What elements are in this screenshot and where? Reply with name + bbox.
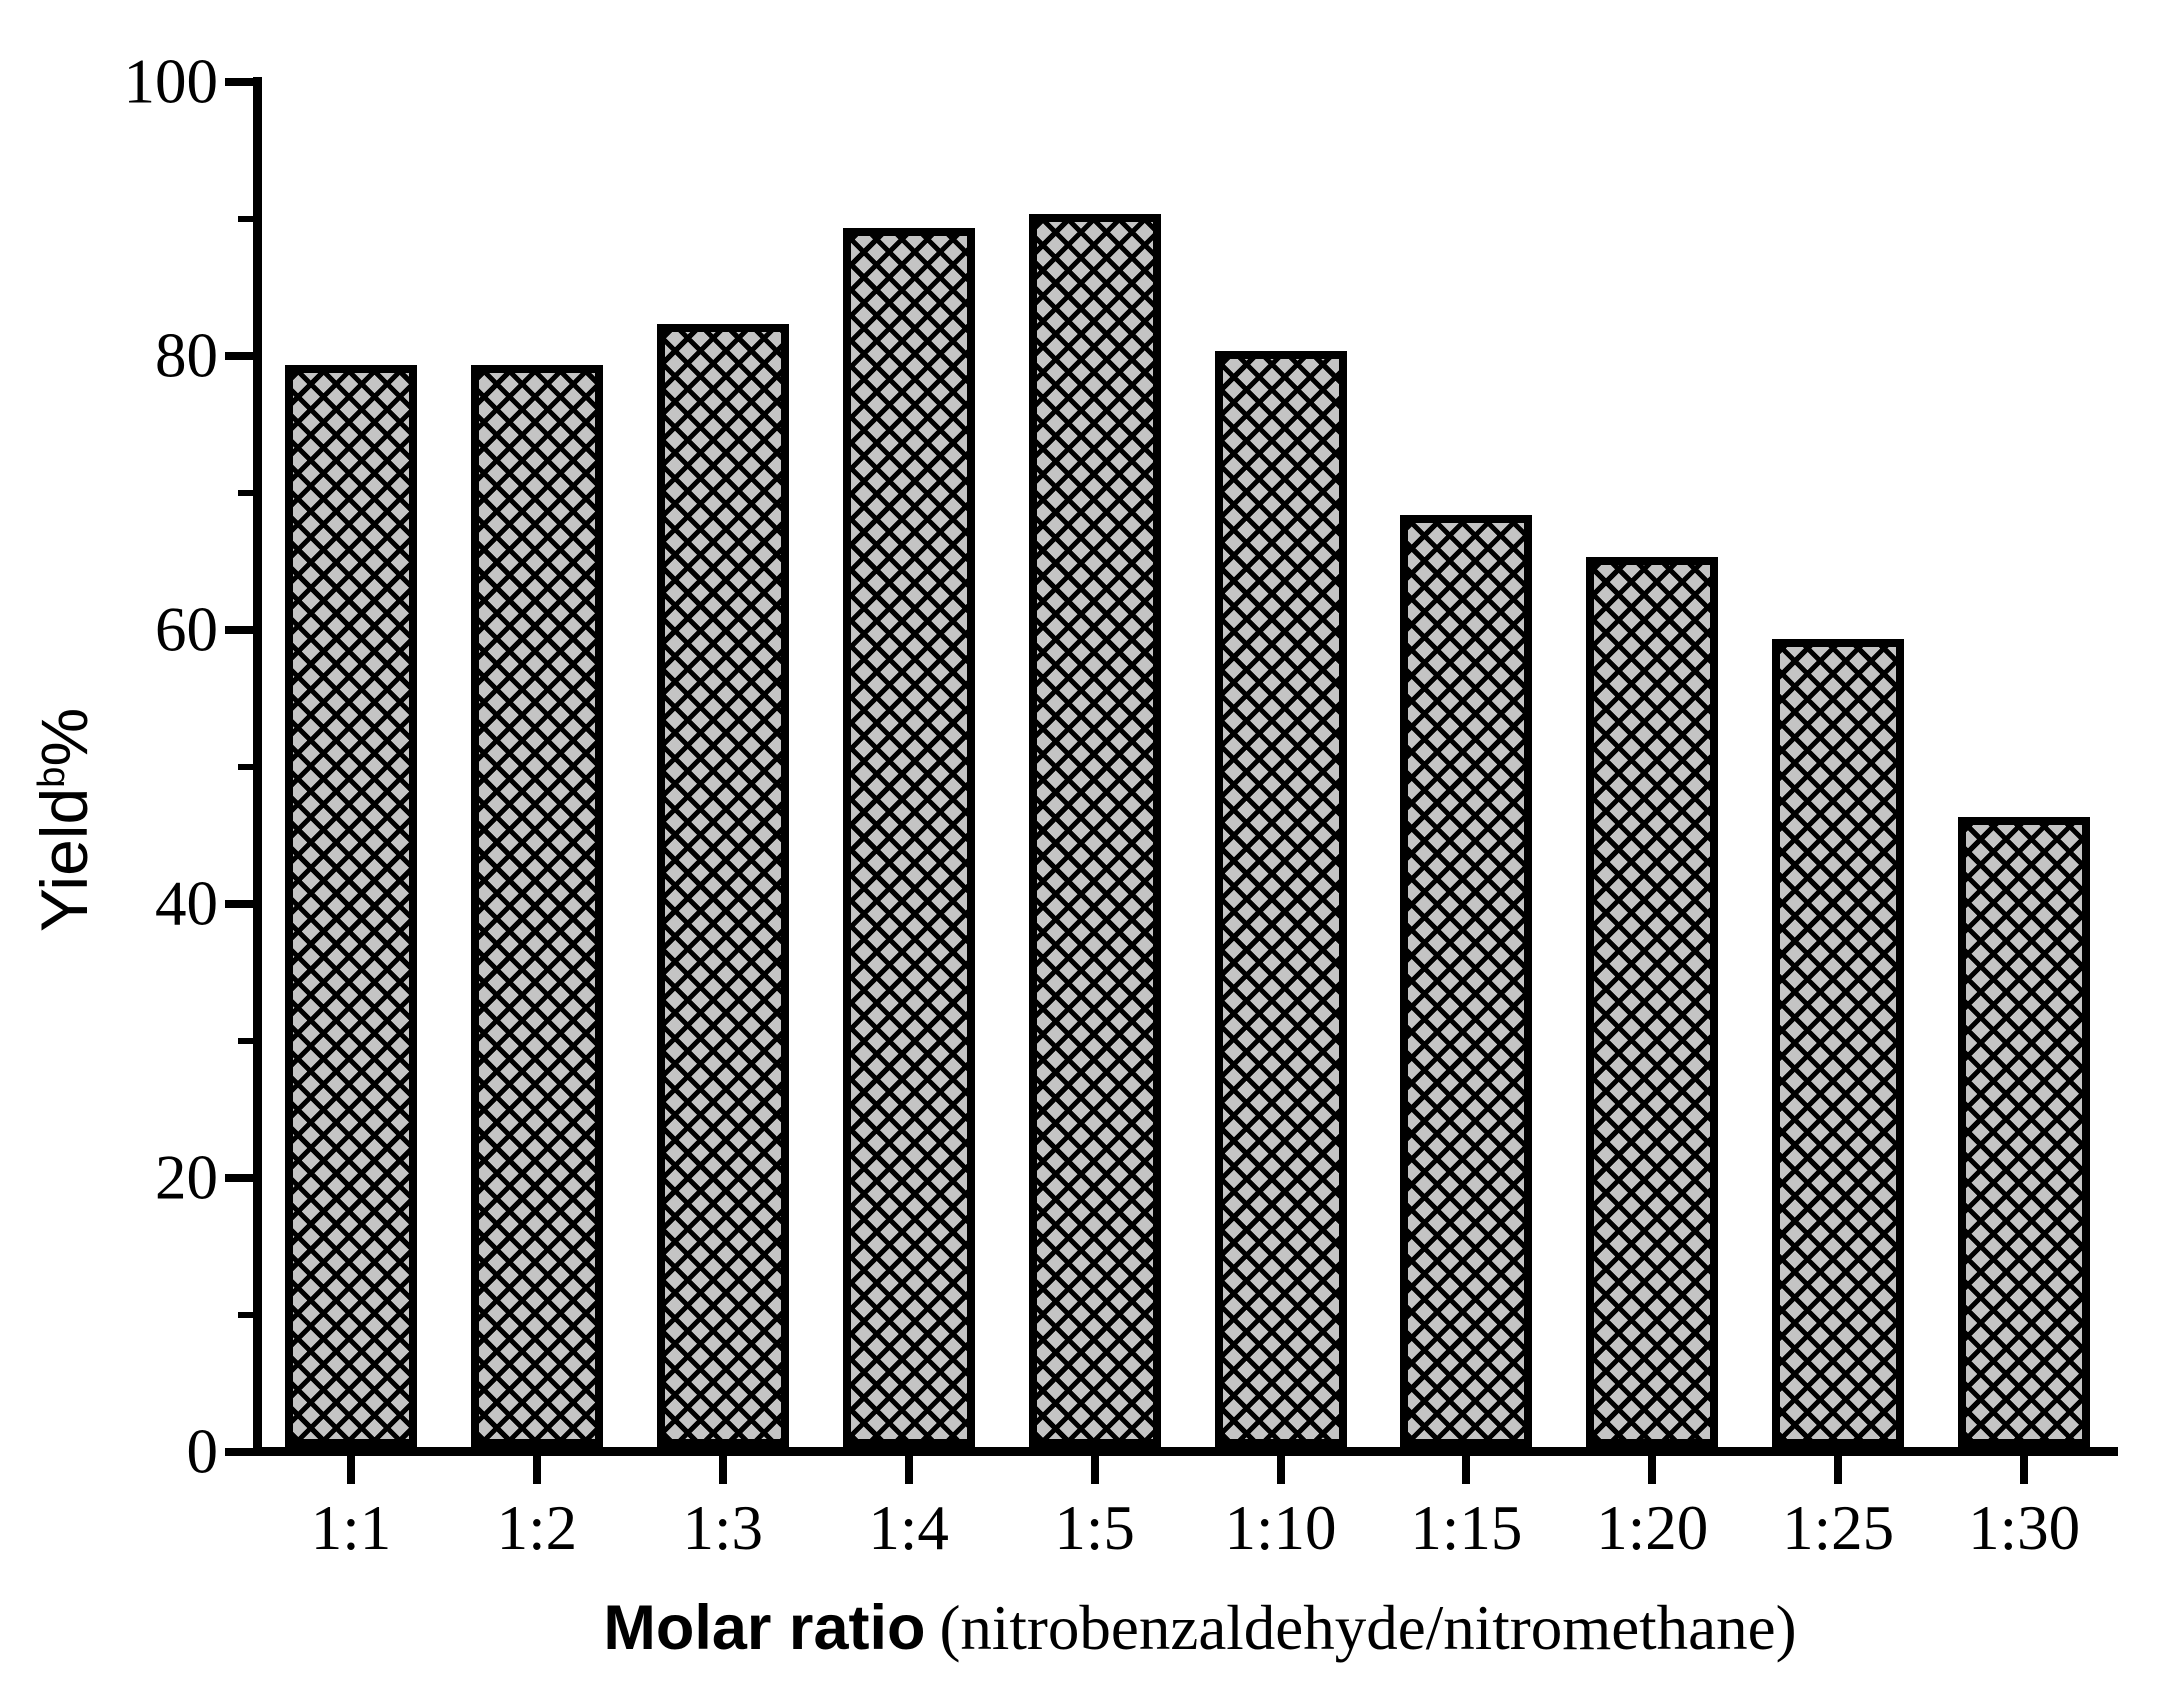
bar-1-2: [470, 364, 603, 1447]
bar-1-10: [1214, 351, 1347, 1447]
x-tick-label: 1:4: [868, 1493, 949, 1563]
x-axis-title-normal: (nitrobenzaldehyde/nitromethane): [939, 1593, 1797, 1663]
y-tick-label: 40: [155, 868, 218, 938]
bar-1-3: [656, 323, 789, 1447]
y-tick-label: 60: [155, 594, 218, 664]
x-tick: [532, 1456, 541, 1484]
x-tick-label: 1:30: [1968, 1493, 2081, 1563]
y-major-tick: [225, 1447, 253, 1456]
y-major-tick: [225, 899, 253, 908]
x-axis-title-bold: Molar ratio: [603, 1593, 926, 1663]
y-major-tick: [225, 351, 253, 360]
x-tick-label: 1:15: [1410, 1493, 1523, 1563]
x-tick-label: 1:10: [1224, 1493, 1337, 1563]
x-tick-label: 1:1: [310, 1493, 392, 1563]
x-tick: [347, 1456, 355, 1484]
x-tick: [718, 1456, 727, 1484]
y-tick-label: 100: [123, 46, 219, 116]
y-major-tick: [225, 77, 253, 86]
x-tick: [1090, 1456, 1099, 1484]
y-tick-label: 0: [186, 1416, 219, 1486]
y-tick-label: 80: [155, 320, 218, 390]
y-minor-tick: [238, 1037, 253, 1044]
y-axis-title: Yieldb%: [27, 708, 101, 932]
x-tick: [2020, 1456, 2029, 1484]
y-tick-label: 20: [155, 1142, 218, 1212]
y-axis-title-superscript: b: [30, 766, 73, 788]
x-tick: [1648, 1456, 1657, 1484]
x-tick: [1834, 1456, 1843, 1484]
y-axis-line: [253, 77, 262, 1456]
x-tick-label: 1:20: [1596, 1493, 1709, 1563]
y-major-tick: [225, 625, 253, 634]
bar-1-5: [1028, 214, 1161, 1447]
x-tick-label: 1:2: [496, 1493, 578, 1563]
bar-1-1: [285, 364, 417, 1447]
y-minor-tick: [238, 1311, 253, 1318]
y-minor-tick: [238, 215, 253, 222]
x-tick-label: 1:25: [1782, 1493, 1895, 1563]
x-axis-line: [253, 1447, 2118, 1456]
x-tick: [904, 1456, 913, 1484]
bar-1-20: [1586, 556, 1719, 1447]
y-axis-title-suffix: %: [27, 707, 101, 767]
bar-1-4: [842, 227, 975, 1447]
y-minor-tick: [238, 489, 253, 496]
bar-1-30: [1958, 816, 2091, 1447]
x-tick: [1276, 1456, 1285, 1484]
y-major-tick: [225, 1173, 253, 1182]
y-axis-title-main: Yield: [27, 787, 101, 933]
bar-1-15: [1400, 515, 1533, 1447]
y-minor-tick: [238, 763, 253, 770]
x-tick: [1462, 1456, 1471, 1484]
x-tick-label: 1:3: [682, 1493, 764, 1563]
bar-1-25: [1772, 638, 1905, 1447]
x-axis-title: Molar ratio (nitrobenzaldehyde/nitrometha…: [603, 1592, 1796, 1664]
x-tick-label: 1:5: [1054, 1493, 1135, 1563]
